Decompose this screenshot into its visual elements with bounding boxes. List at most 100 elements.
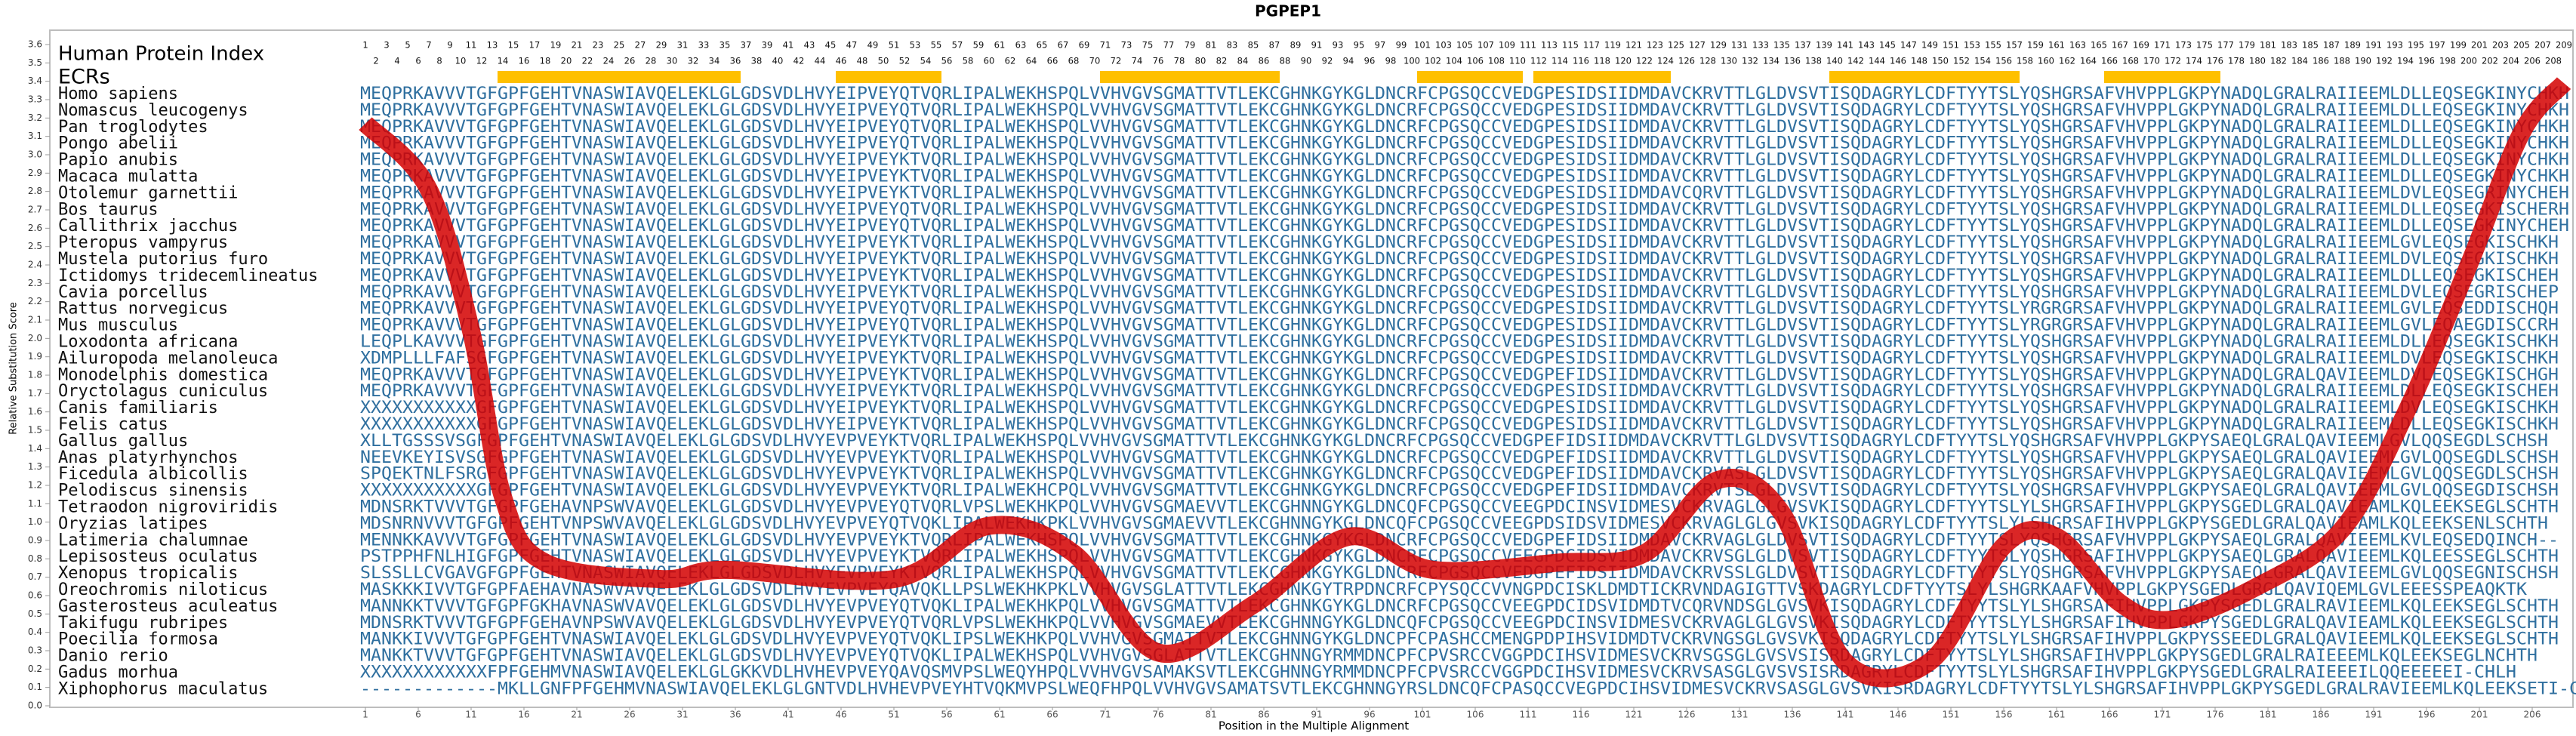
index-number: 155 <box>1985 40 2001 51</box>
sequence: MDSNRNVVVTGFGPFGEHTVNPSWVAVQELEKLGLGDSVD… <box>360 514 2548 533</box>
ecr-label: ECRs <box>58 66 110 89</box>
index-number: 61 <box>994 40 1006 51</box>
index-number: 169 <box>2133 40 2149 51</box>
index-number: 99 <box>1396 40 1407 51</box>
index-number: 43 <box>804 40 815 51</box>
index-number: 160 <box>2038 56 2054 66</box>
index-number: 88 <box>1280 56 1291 66</box>
index-number: 80 <box>1195 56 1206 66</box>
index-number: 193 <box>2386 40 2403 51</box>
index-number: 91 <box>1311 40 1323 51</box>
x-tick-label: 96 <box>1363 710 1375 720</box>
index-number: 120 <box>1615 56 1632 66</box>
species-name: Pan troglodytes <box>58 118 208 137</box>
y-tick-label: 1.0 <box>28 516 42 527</box>
species-name: Canis familiaris <box>58 399 218 417</box>
index-number: 86 <box>1259 56 1270 66</box>
index-number: 87 <box>1269 40 1280 51</box>
index-number: 150 <box>1932 56 1949 66</box>
y-tick-label: 0.4 <box>28 627 42 637</box>
index-number: 190 <box>2355 56 2371 66</box>
species-name: Mus musculus <box>58 316 178 335</box>
index-number: 17 <box>529 40 541 51</box>
sequence: MEQPRKAVVVTGFGPFGEHTVNASWIAVQELEKLGLGDSV… <box>360 200 2569 219</box>
sequence: MEQPRKAVVVTGFGPFGEHTVNASWIAVQELEKLGLGDSV… <box>360 118 2569 137</box>
species-name: Gadus morhua <box>58 664 178 682</box>
species-name: Cavia porcellus <box>58 283 208 302</box>
index-number: 132 <box>1742 56 1758 66</box>
index-number: 119 <box>1604 40 1621 51</box>
species-name: Pelodiscus sinensis <box>58 482 248 500</box>
index-number: 54 <box>920 56 932 66</box>
species-name: Ictidomys tridecemlineatus <box>58 266 318 285</box>
index-number: 19 <box>550 40 562 51</box>
index-number: 176 <box>2207 56 2223 66</box>
index-number: 128 <box>1699 56 1716 66</box>
index-number: 30 <box>667 56 678 66</box>
index-number: 12 <box>476 56 488 66</box>
index-number: 98 <box>1385 56 1397 66</box>
ecr-bar <box>1100 71 1280 83</box>
y-tick-label: 1.8 <box>28 370 42 380</box>
ecr-bar <box>2104 71 2220 83</box>
y-tick-label: 2.9 <box>28 168 42 178</box>
species-name: Tetraodon nigroviridis <box>58 498 278 517</box>
index-number: 83 <box>1227 40 1238 51</box>
y-tick-label: 0.7 <box>28 571 42 582</box>
index-number: 163 <box>2069 40 2086 51</box>
species-name: Oryzias latipes <box>58 514 208 533</box>
index-number: 179 <box>2239 40 2255 51</box>
index-number: 126 <box>1678 56 1695 66</box>
index-number: 209 <box>2556 40 2572 51</box>
index-number: 72 <box>1111 56 1122 66</box>
index-number: 135 <box>1773 40 1790 51</box>
index-number: 186 <box>2313 56 2329 66</box>
index-number: 130 <box>1721 56 1737 66</box>
x-tick-label: 111 <box>1520 710 1537 720</box>
species-name: Papio anubis <box>58 151 178 170</box>
x-tick-label: 161 <box>2048 710 2066 720</box>
x-tick-label: 151 <box>1943 710 1960 720</box>
y-tick-label: 2.6 <box>28 223 42 233</box>
x-tick-label: 101 <box>1414 710 1431 720</box>
species-name: Lepisosteus oculatus <box>58 547 258 566</box>
index-number: 23 <box>593 40 604 51</box>
species-name: Monodelphis domestica <box>58 365 268 384</box>
ecr-bar <box>498 71 741 83</box>
y-tick-label: 1.1 <box>28 498 42 509</box>
index-number: 151 <box>1943 40 1959 51</box>
x-tick-label: 136 <box>1784 710 1801 720</box>
index-number: 158 <box>2017 56 2033 66</box>
species-name: Latimeria chalumnae <box>58 531 248 550</box>
index-number: 200 <box>2460 56 2477 66</box>
x-tick-label: 46 <box>835 710 846 720</box>
index-number: 192 <box>2376 56 2393 66</box>
index-number: 57 <box>952 40 963 51</box>
sequence: MEQPRKAVVVTGFGPFGEHTVNASWIAVQELEKLGLGDSV… <box>360 183 2569 202</box>
index-number: 148 <box>1911 56 1927 66</box>
index-number: 161 <box>2048 40 2065 51</box>
species-name: Pteropus vampyrus <box>58 233 228 252</box>
index-number: 104 <box>1446 56 1462 66</box>
sequence: XXXXXXXXXXXGFGPFGEHTVNASWIAVQELEKLGLGDSV… <box>360 415 2559 434</box>
index-number: 78 <box>1174 56 1185 66</box>
index-number: 188 <box>2334 56 2350 66</box>
y-tick-label: 3.0 <box>28 149 42 160</box>
index-number: 48 <box>857 56 868 66</box>
index-number: 199 <box>2450 40 2467 51</box>
index-number: 173 <box>2175 40 2192 51</box>
index-number: 40 <box>772 56 784 66</box>
index-number: 31 <box>677 40 689 51</box>
y-tick-label: 2.8 <box>28 186 42 196</box>
x-tick-label: 1 <box>362 710 368 720</box>
index-number: 56 <box>941 56 953 66</box>
sequence: MEQPRKAVVVTGFGPFGEHTVNASWIAVQELEKLGLGDSV… <box>360 151 2569 170</box>
x-tick-label: 6 <box>415 710 421 720</box>
index-title: Human Protein Index <box>58 43 264 66</box>
index-number: 24 <box>603 56 615 66</box>
x-tick-label: 56 <box>941 710 952 720</box>
species-name: Xiphophorus maculatus <box>58 679 268 698</box>
index-number: 196 <box>2418 56 2435 66</box>
x-tick-label: 156 <box>1995 710 2013 720</box>
species-name: Loxodonta africana <box>58 333 238 352</box>
